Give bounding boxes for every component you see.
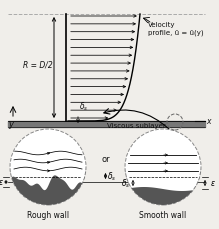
Text: Viscous sublayer: Viscous sublayer	[107, 123, 166, 128]
Text: y: y	[9, 120, 14, 128]
Text: or: or	[101, 155, 110, 164]
Bar	[8, 121, 205, 128]
Polygon shape	[125, 167, 201, 205]
Text: $\varepsilon$: $\varepsilon$	[210, 179, 216, 188]
Text: $\delta_s$: $\delta_s$	[108, 170, 117, 183]
Circle shape	[125, 129, 201, 205]
Text: x: x	[206, 117, 210, 126]
Text: $\delta_s$: $\delta_s$	[121, 177, 130, 189]
Polygon shape	[10, 167, 86, 205]
Text: R = D/2: R = D/2	[23, 60, 53, 69]
Text: Smooth wall: Smooth wall	[139, 210, 187, 219]
Text: Velocity
profile, ū = ū(y): Velocity profile, ū = ū(y)	[148, 22, 204, 36]
Text: $\delta_s$: $\delta_s$	[79, 100, 88, 112]
Circle shape	[10, 129, 86, 205]
Text: Rough wall: Rough wall	[27, 210, 69, 219]
Text: $\varepsilon$: $\varepsilon$	[0, 178, 4, 187]
